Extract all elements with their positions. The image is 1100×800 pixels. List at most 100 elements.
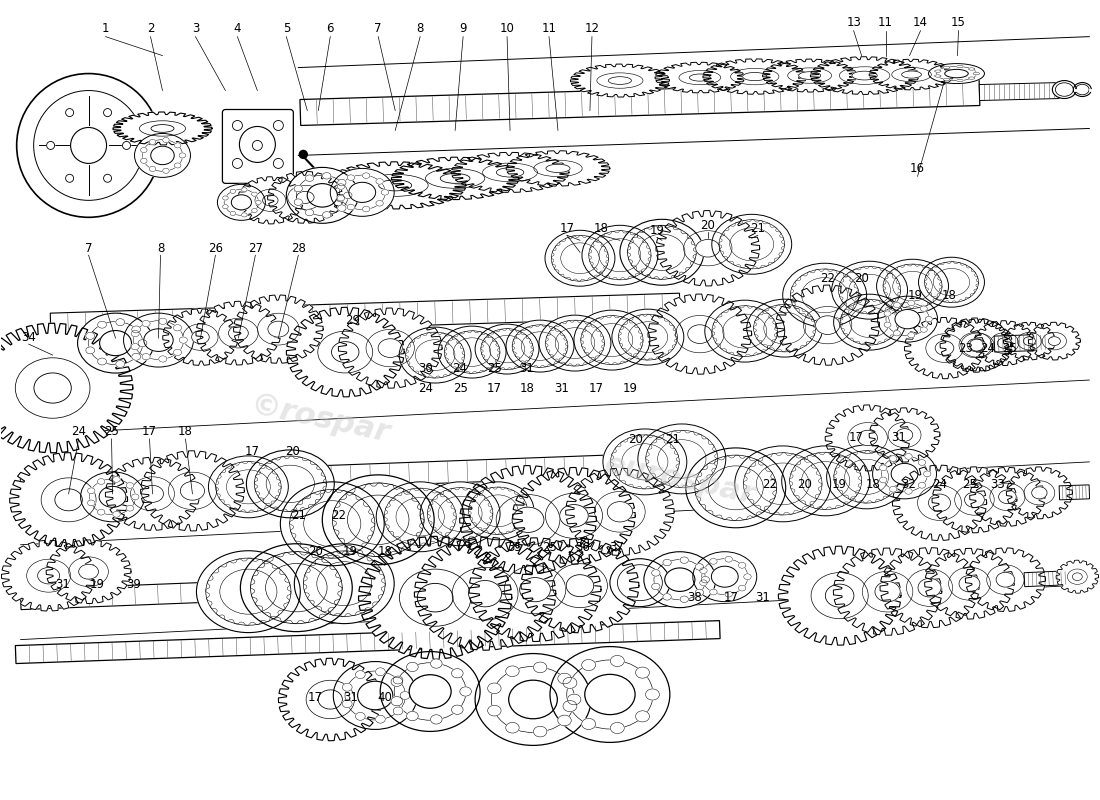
Text: 17: 17 — [245, 446, 260, 458]
Ellipse shape — [132, 354, 141, 360]
Ellipse shape — [231, 194, 252, 210]
Ellipse shape — [644, 552, 716, 608]
Ellipse shape — [141, 147, 147, 153]
Polygon shape — [451, 152, 569, 193]
Ellipse shape — [782, 446, 870, 516]
Text: 25: 25 — [542, 542, 558, 554]
Text: 20: 20 — [308, 546, 322, 558]
Text: 19: 19 — [908, 289, 923, 302]
Ellipse shape — [544, 230, 615, 286]
Ellipse shape — [371, 546, 500, 650]
Polygon shape — [1, 540, 96, 611]
Polygon shape — [521, 538, 639, 633]
Text: 18: 18 — [942, 289, 957, 302]
Polygon shape — [970, 467, 1045, 526]
Ellipse shape — [568, 694, 581, 705]
Ellipse shape — [563, 701, 576, 712]
Ellipse shape — [338, 195, 344, 201]
Ellipse shape — [86, 347, 95, 354]
Ellipse shape — [969, 339, 986, 351]
Ellipse shape — [832, 262, 908, 319]
Ellipse shape — [297, 191, 315, 203]
Ellipse shape — [241, 544, 352, 631]
Ellipse shape — [651, 583, 660, 590]
Text: 40: 40 — [377, 691, 393, 704]
Ellipse shape — [968, 68, 975, 70]
Circle shape — [273, 158, 284, 169]
Ellipse shape — [123, 313, 194, 367]
Ellipse shape — [222, 196, 228, 200]
Ellipse shape — [139, 340, 147, 346]
Ellipse shape — [957, 66, 964, 68]
Ellipse shape — [938, 472, 1011, 528]
Text: ©rospar: ©rospar — [248, 391, 393, 449]
Ellipse shape — [348, 204, 354, 210]
Ellipse shape — [508, 680, 558, 718]
Ellipse shape — [876, 62, 947, 87]
Ellipse shape — [393, 676, 403, 684]
Ellipse shape — [246, 450, 334, 518]
Ellipse shape — [932, 554, 1008, 614]
Ellipse shape — [799, 72, 821, 79]
Ellipse shape — [874, 582, 900, 602]
Ellipse shape — [273, 175, 338, 219]
Text: 21: 21 — [666, 434, 680, 446]
Text: 20: 20 — [628, 434, 643, 446]
Ellipse shape — [142, 486, 164, 502]
Polygon shape — [932, 467, 1016, 533]
Text: 31: 31 — [756, 591, 770, 604]
Ellipse shape — [680, 557, 689, 563]
Ellipse shape — [827, 445, 906, 509]
Ellipse shape — [409, 674, 451, 708]
Ellipse shape — [294, 199, 302, 206]
Text: 26: 26 — [208, 242, 223, 254]
Ellipse shape — [112, 463, 192, 525]
Ellipse shape — [560, 505, 588, 527]
Ellipse shape — [783, 291, 871, 359]
Polygon shape — [238, 177, 304, 224]
Polygon shape — [703, 59, 806, 94]
Ellipse shape — [945, 70, 968, 78]
Text: 10: 10 — [499, 22, 515, 35]
Ellipse shape — [263, 195, 278, 206]
Text: 31: 31 — [343, 691, 358, 704]
Ellipse shape — [174, 350, 182, 355]
Text: 20: 20 — [701, 219, 715, 232]
Polygon shape — [1006, 467, 1072, 518]
Ellipse shape — [242, 188, 248, 192]
Text: 31: 31 — [891, 431, 906, 445]
Polygon shape — [869, 408, 939, 462]
Ellipse shape — [78, 313, 154, 373]
Polygon shape — [1003, 322, 1055, 360]
Ellipse shape — [318, 690, 342, 709]
Text: 25: 25 — [453, 382, 468, 394]
Text: 9: 9 — [460, 22, 466, 35]
Text: 39: 39 — [126, 578, 141, 591]
Ellipse shape — [880, 465, 887, 470]
Text: 2: 2 — [146, 22, 154, 35]
Ellipse shape — [712, 566, 738, 587]
Ellipse shape — [151, 125, 174, 132]
Ellipse shape — [968, 77, 975, 79]
Ellipse shape — [286, 665, 374, 734]
Ellipse shape — [242, 180, 298, 220]
Ellipse shape — [563, 678, 576, 689]
Text: 31: 31 — [519, 362, 535, 374]
Ellipse shape — [878, 296, 937, 342]
Text: 19: 19 — [832, 478, 847, 491]
Ellipse shape — [946, 322, 1005, 368]
Text: 11: 11 — [878, 16, 893, 29]
Text: 31: 31 — [55, 578, 70, 591]
Polygon shape — [10, 453, 128, 547]
Ellipse shape — [712, 214, 792, 274]
Ellipse shape — [905, 454, 912, 459]
Text: 13: 13 — [846, 16, 861, 29]
Circle shape — [66, 174, 74, 182]
Ellipse shape — [725, 591, 733, 597]
Text: 25: 25 — [1002, 342, 1016, 354]
Ellipse shape — [700, 568, 707, 574]
Text: 12: 12 — [584, 22, 600, 35]
Ellipse shape — [908, 301, 915, 306]
Polygon shape — [762, 59, 857, 92]
Ellipse shape — [116, 318, 124, 326]
